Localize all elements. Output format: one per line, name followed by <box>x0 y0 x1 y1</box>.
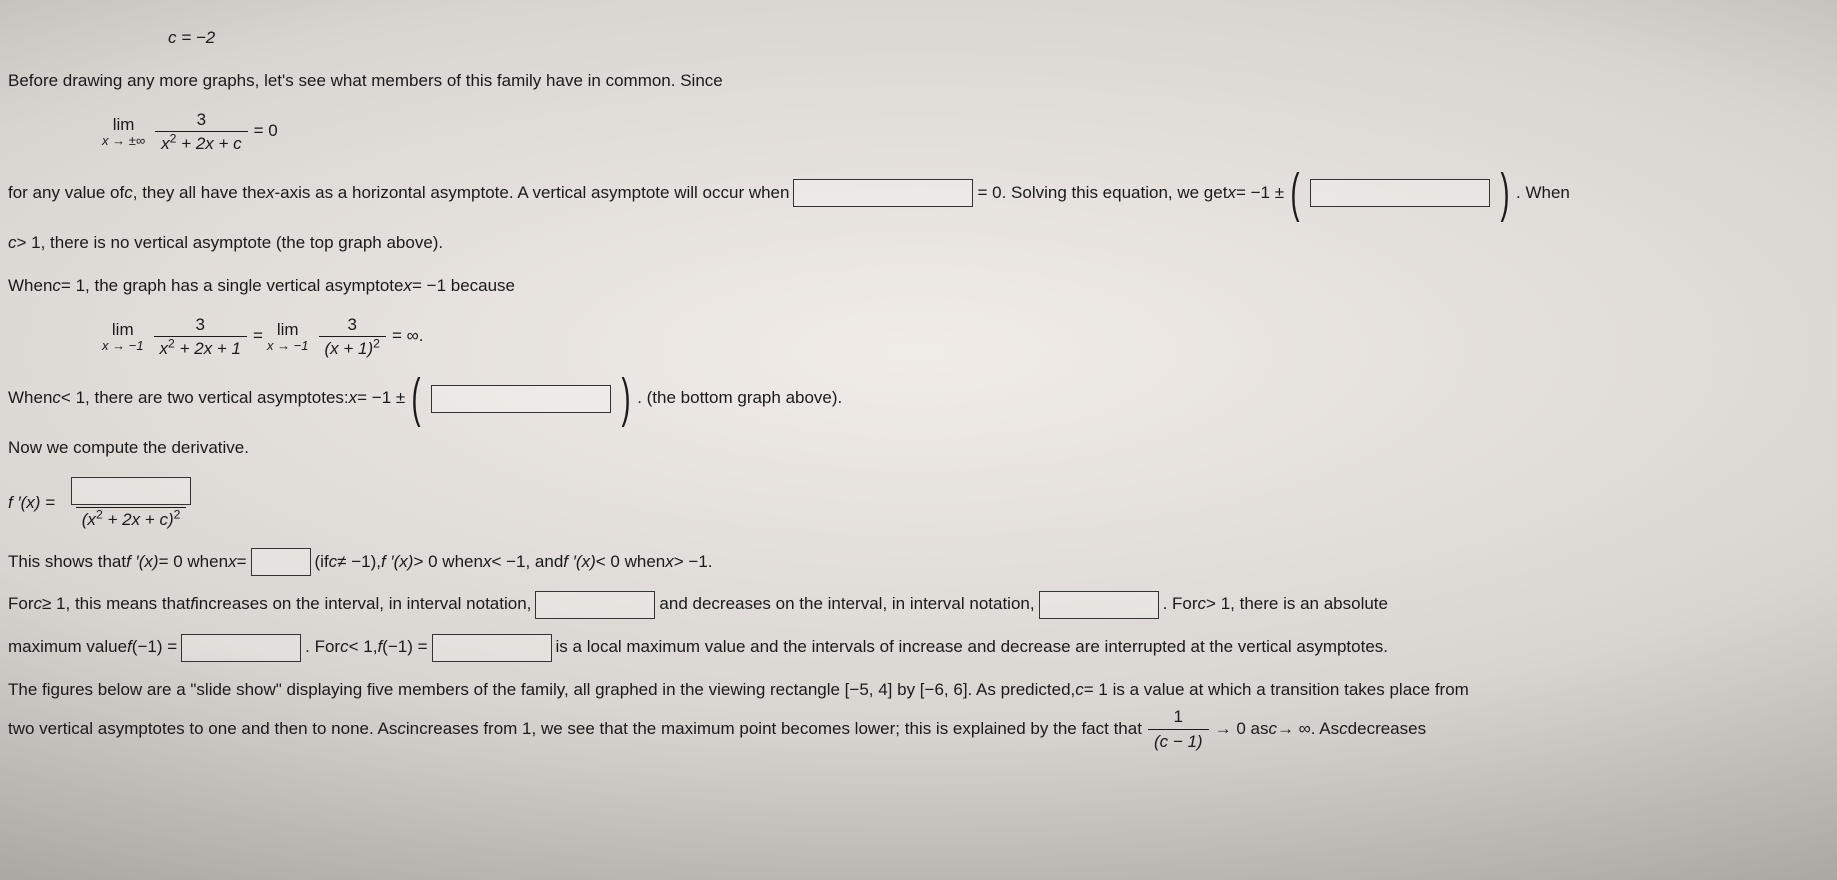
slideshow-line-1: The figures below are a "slide show" dis… <box>8 676 1829 705</box>
eq-text: c = −2 <box>168 24 215 53</box>
frac-1: 3 x2 + 2x + 1 <box>154 315 247 359</box>
close-paren-2-icon: ) <box>621 377 632 420</box>
critical-point-line: This shows that f ′(x) = 0 when x = (if … <box>8 548 1829 577</box>
fraction: 3 x2 + 2x + c <box>155 110 248 154</box>
interval-line: For c ≥ 1, this means that f increases o… <box>8 590 1829 619</box>
close-paren-icon: ) <box>1500 172 1511 215</box>
text: Before drawing any more graphs, let's se… <box>8 67 723 96</box>
blank-numerator[interactable] <box>71 477 191 505</box>
limit-infinity: lim x → ±∞ 3 x2 + 2x + c = 0 <box>98 110 1829 154</box>
intro-line: Before drawing any more graphs, let's se… <box>8 67 1829 96</box>
lim-operator: lim x → ±∞ <box>102 116 145 147</box>
derivative-formula: f ′(x) = (x2 + 2x + c)2 <box>8 477 1829 530</box>
slideshow-line-2: two vertical asymptotes to one and then … <box>8 707 1829 751</box>
limit-minus1: lim x → −1 3 x2 + 2x + 1 = lim x → −1 3 … <box>98 315 1829 359</box>
top-equation: c = −2 <box>168 24 1829 53</box>
max-value-line: maximum value f (−1) = . For c < 1, f (−… <box>8 633 1829 662</box>
lim-op-2: lim x → −1 <box>267 321 309 352</box>
frac-2: 3 (x + 1)2 <box>319 315 386 359</box>
derivative-intro: Now we compute the derivative. <box>8 434 1829 463</box>
blank-sqrt[interactable] <box>1310 179 1490 207</box>
equals-zero: = 0 <box>254 117 278 146</box>
lim-op-1: lim x → −1 <box>102 321 144 352</box>
blank-crit-x[interactable] <box>251 548 311 576</box>
blank-denominator[interactable] <box>793 179 973 207</box>
blank-interval-dec[interactable] <box>1039 591 1159 619</box>
end-frac: 1 (c − 1) <box>1148 707 1209 751</box>
blank-sqrt-2[interactable] <box>431 385 611 413</box>
open-paren-icon: ( <box>1290 172 1301 215</box>
c-lt-1-line: When c < 1, there are two vertical asymp… <box>8 377 1829 420</box>
open-paren-2-icon: ( <box>411 377 422 420</box>
blank-interval-inc[interactable] <box>535 591 655 619</box>
c-eq-1-line: When c = 1, the graph has a single verti… <box>8 272 1829 301</box>
deriv-frac: (x2 + 2x + c)2 <box>61 477 201 530</box>
c-gt-1-line: c > 1, there is no vertical asymptote (t… <box>8 229 1829 258</box>
asymptote-line: for any value of c , they all have the x… <box>8 172 1829 215</box>
blank-max-1[interactable] <box>181 634 301 662</box>
blank-max-2[interactable] <box>432 634 552 662</box>
